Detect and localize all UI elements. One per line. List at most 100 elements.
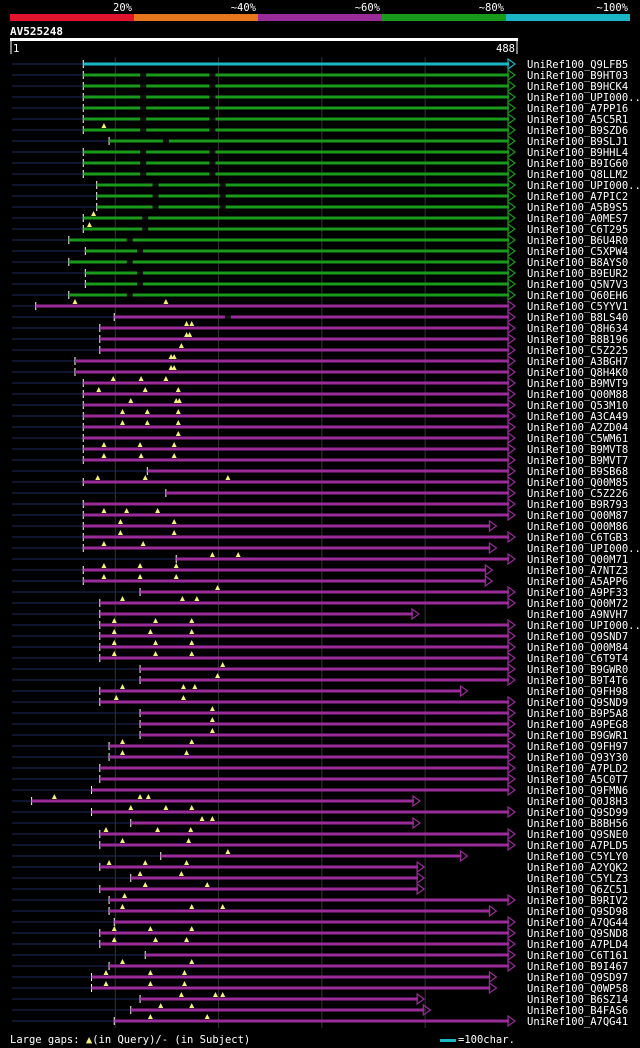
hit-label: UniRef100_B6SZ14 (527, 994, 628, 1006)
query-gap-marker (175, 431, 181, 436)
hit-label: UniRef100_Q9SD97 (527, 972, 628, 984)
hit-label: UniRef100_B9GWR1 (527, 730, 628, 742)
hit-end-arrow (507, 376, 517, 390)
query-gap-marker (173, 563, 179, 568)
query-gap-marker (120, 739, 126, 744)
hit-row: UniRef100_Q9LFB5 (12, 57, 628, 71)
hit-end-arrow (507, 299, 517, 313)
hit-row: UniRef100_UPI000.. (12, 178, 640, 192)
hit-row: UniRef100_Q9SND9 (12, 695, 628, 709)
query-gap-marker (220, 992, 226, 997)
hit-end-arrow (507, 915, 517, 929)
query-gap-marker (178, 343, 184, 348)
hit-label: UniRef100_A2YQK2 (527, 862, 628, 874)
hit-label: UniRef100_C5YLZ3 (527, 873, 628, 885)
query-gap-marker (194, 596, 200, 601)
query-gap-marker (189, 805, 195, 810)
hit-row: UniRef100_B6U4R0 (12, 233, 628, 247)
query-gap-marker (175, 409, 181, 414)
hit-bar (99, 766, 510, 770)
query-gap-marker (215, 585, 221, 590)
hit-bar (96, 194, 510, 198)
hit-end-arrow (484, 574, 494, 588)
hit-row: UniRef100_A7PLD4 (12, 937, 628, 951)
hit-row: UniRef100_Q00M86 (12, 519, 628, 533)
hit-label: UniRef100_C5WM61 (527, 433, 628, 445)
query-gap-marker (199, 816, 205, 821)
hit-row: UniRef100_UPI000.. (12, 90, 640, 104)
hit-row: UniRef100_A7NTZ3 (12, 563, 628, 577)
hit-end-arrow (507, 783, 517, 797)
hit-end-arrow (507, 827, 517, 841)
hit-bar (83, 227, 509, 231)
hit-bar (83, 513, 509, 517)
query-gap-marker (209, 728, 215, 733)
hit-end-arrow (484, 563, 494, 577)
query-gap-marker (209, 816, 215, 821)
identity-legend-label: 20% (113, 2, 133, 14)
hit-end-arrow (507, 222, 517, 236)
hit-bar (99, 623, 510, 627)
hit-row: UniRef100_B9RIV2 (12, 893, 628, 907)
hit-row: UniRef100_A7PP16 (12, 101, 628, 115)
hit-label: UniRef100_C5Z225 (527, 345, 628, 357)
query-gap-marker (189, 1003, 195, 1008)
query-gap-marker (171, 365, 177, 370)
hit-row: UniRef100_Q0WP58 (12, 981, 628, 995)
query-gap-marker (163, 805, 169, 810)
hit-row: UniRef100_Q8H634 (12, 321, 628, 335)
hit-end-arrow (507, 178, 517, 192)
hit-label: UniRef100_Q8H4K0 (527, 367, 628, 379)
hit-label: UniRef100_A9PF33 (527, 587, 628, 599)
hit-label: UniRef100_A7PLD4 (527, 939, 628, 951)
hit-row: UniRef100_C5Z225 (12, 343, 628, 357)
query-gap-marker (138, 376, 144, 381)
hit-end-arrow (507, 497, 517, 511)
query-gap-marker (163, 376, 169, 381)
query-gap-marker (96, 387, 102, 392)
hit-row: UniRef100_UPI000.. (12, 541, 640, 555)
hit-label: UniRef100_Q9SND8 (527, 928, 628, 940)
gap-legend-prefix: Large gaps: (10, 1034, 86, 1046)
query-gap-marker (178, 871, 184, 876)
hit-end-arrow (507, 937, 517, 951)
hit-label: UniRef100_A5C0T7 (527, 774, 628, 786)
hit-row: UniRef100_Q9SNE0 (12, 827, 628, 841)
scale-legend: =100char. (440, 1034, 515, 1046)
hit-bar (114, 920, 509, 924)
hit-end-arrow (507, 552, 517, 566)
hit-end-arrow (507, 387, 517, 401)
hit-end-arrow (507, 288, 517, 302)
hit-label: UniRef100_B8LS40 (527, 312, 628, 324)
hit-label: UniRef100_A5B9S5 (527, 202, 628, 214)
hit-row: UniRef100_Q9SD97 (12, 970, 628, 984)
query-gap-marker (120, 959, 126, 964)
hit-bar (83, 216, 509, 220)
hit-end-arrow (507, 79, 517, 93)
hit-bar (140, 997, 419, 1001)
query-gap-marker (189, 321, 195, 326)
query-gap-marker (171, 519, 177, 524)
hit-bar (99, 942, 510, 946)
hit-end-arrow (412, 794, 422, 808)
hit-bar (83, 106, 509, 110)
hit-end-arrow (507, 706, 517, 720)
hit-label: UniRef100_A5APP6 (527, 576, 628, 588)
hit-end-arrow (507, 530, 517, 544)
hit-label: UniRef100_C5YLY0 (527, 851, 628, 863)
hit-row: UniRef100_B9R793 (12, 497, 628, 511)
hit-bar (165, 491, 510, 495)
hit-bar (83, 480, 509, 484)
hit-label: UniRef100_Q0WP58 (527, 983, 628, 995)
query-gap-marker (147, 970, 153, 975)
hit-end-arrow (507, 651, 517, 665)
hit-bar (99, 832, 510, 836)
hit-bar (145, 953, 509, 957)
hit-row: UniRef100_B9SB68 (12, 464, 628, 478)
hit-row: UniRef100_Q9SND8 (12, 926, 628, 940)
query-gap-marker (137, 563, 143, 568)
hit-label: UniRef100_Q9SND9 (527, 697, 628, 709)
query-gap-marker (103, 827, 109, 832)
hit-bar (109, 755, 510, 759)
hit-label: UniRef100_B4FAS6 (527, 1005, 628, 1017)
